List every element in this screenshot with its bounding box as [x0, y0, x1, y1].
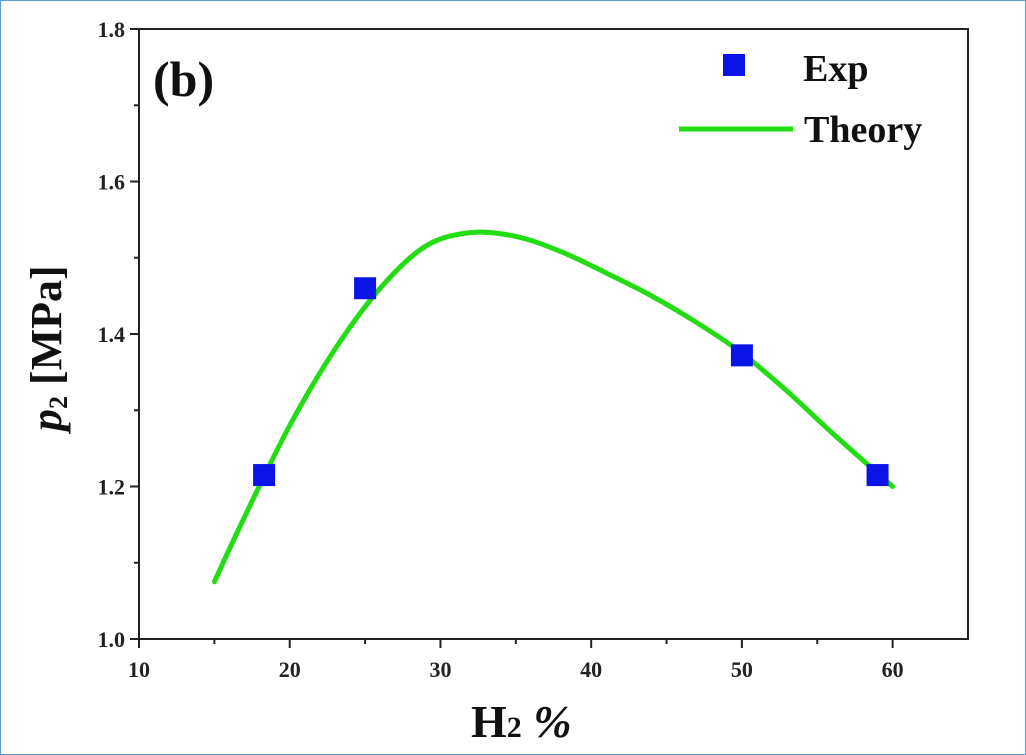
series-layer [211, 229, 896, 585]
x-tick-label: 20 [279, 657, 301, 682]
x-axis-title-main: H [471, 696, 507, 747]
x-tick-label: 60 [882, 657, 904, 682]
legend-label-theory: Theory [804, 109, 922, 151]
exp-point [730, 344, 753, 367]
y-tick-label: 1.8 [98, 17, 126, 42]
exp-point [354, 277, 377, 300]
legend-marker-exp [723, 54, 745, 76]
x-axis-title: H2 % [471, 696, 572, 747]
x-axis-title-sub: 2 [507, 711, 522, 744]
exp-point [253, 464, 276, 487]
y-tick-label: 1.6 [98, 170, 126, 195]
x-tick-label: 30 [429, 657, 451, 682]
ticks-layer: 10 20 30 40 50 60 1.0 1.2 1.4 1.6 1.8 [98, 17, 904, 682]
y-axis-title: p2 [MPa] [22, 265, 73, 435]
y-axis-title-unit: [MPa] [22, 265, 71, 396]
panel-label: (b) [153, 51, 214, 107]
x-tick-label: 10 [128, 657, 150, 682]
y-axis-title-main: p [22, 409, 71, 435]
y-tick-label: 1.2 [98, 475, 126, 500]
y-tick-label: 1.4 [98, 322, 126, 347]
x-tick-label: 50 [731, 657, 753, 682]
x-tick-label: 40 [580, 657, 602, 682]
exp-point [866, 464, 889, 487]
legend: Exp Theory [679, 48, 922, 151]
x-axis-title-suffix: % [522, 696, 572, 747]
y-tick-label: 1.0 [98, 627, 126, 652]
theory-line [211, 229, 896, 585]
legend-label-exp: Exp [803, 48, 868, 90]
y-axis-title-sub: 2 [44, 396, 73, 409]
